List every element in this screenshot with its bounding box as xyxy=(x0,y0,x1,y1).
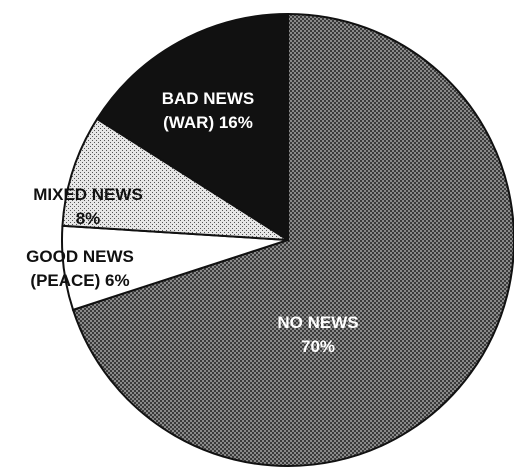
pie-slice-bad-news xyxy=(95,12,289,242)
pie-slices xyxy=(61,12,514,467)
slice-label-line: (PEACE) 6% xyxy=(30,271,129,290)
slice-label-no-news: NO NEWS 70% xyxy=(277,313,358,356)
slice-label-good-news: GOOD NEWS (PEACE) 6% xyxy=(26,247,134,290)
slice-label-mixed-news: MIXED NEWS 8% xyxy=(33,185,143,228)
pie-slice-no-news xyxy=(71,12,514,467)
slice-label-line: 70% xyxy=(301,337,335,356)
slice-label-line: GOOD NEWS xyxy=(26,247,134,266)
slice-label-bad-news: BAD NEWS (WAR) 16% xyxy=(162,89,255,132)
slice-label-line: NO NEWS xyxy=(277,313,358,332)
slice-label-line: BAD NEWS xyxy=(162,89,255,108)
slice-label-line: 8% xyxy=(76,209,101,228)
slice-label-line: MIXED NEWS xyxy=(33,185,143,204)
pie-slice-mixed-news xyxy=(61,117,289,241)
pie-labels: NO NEWS 70% GOOD NEWS (PEACE) 6% MIXED NEWS 8… xyxy=(26,89,358,356)
slice-label-line: (WAR) 16% xyxy=(163,113,253,132)
